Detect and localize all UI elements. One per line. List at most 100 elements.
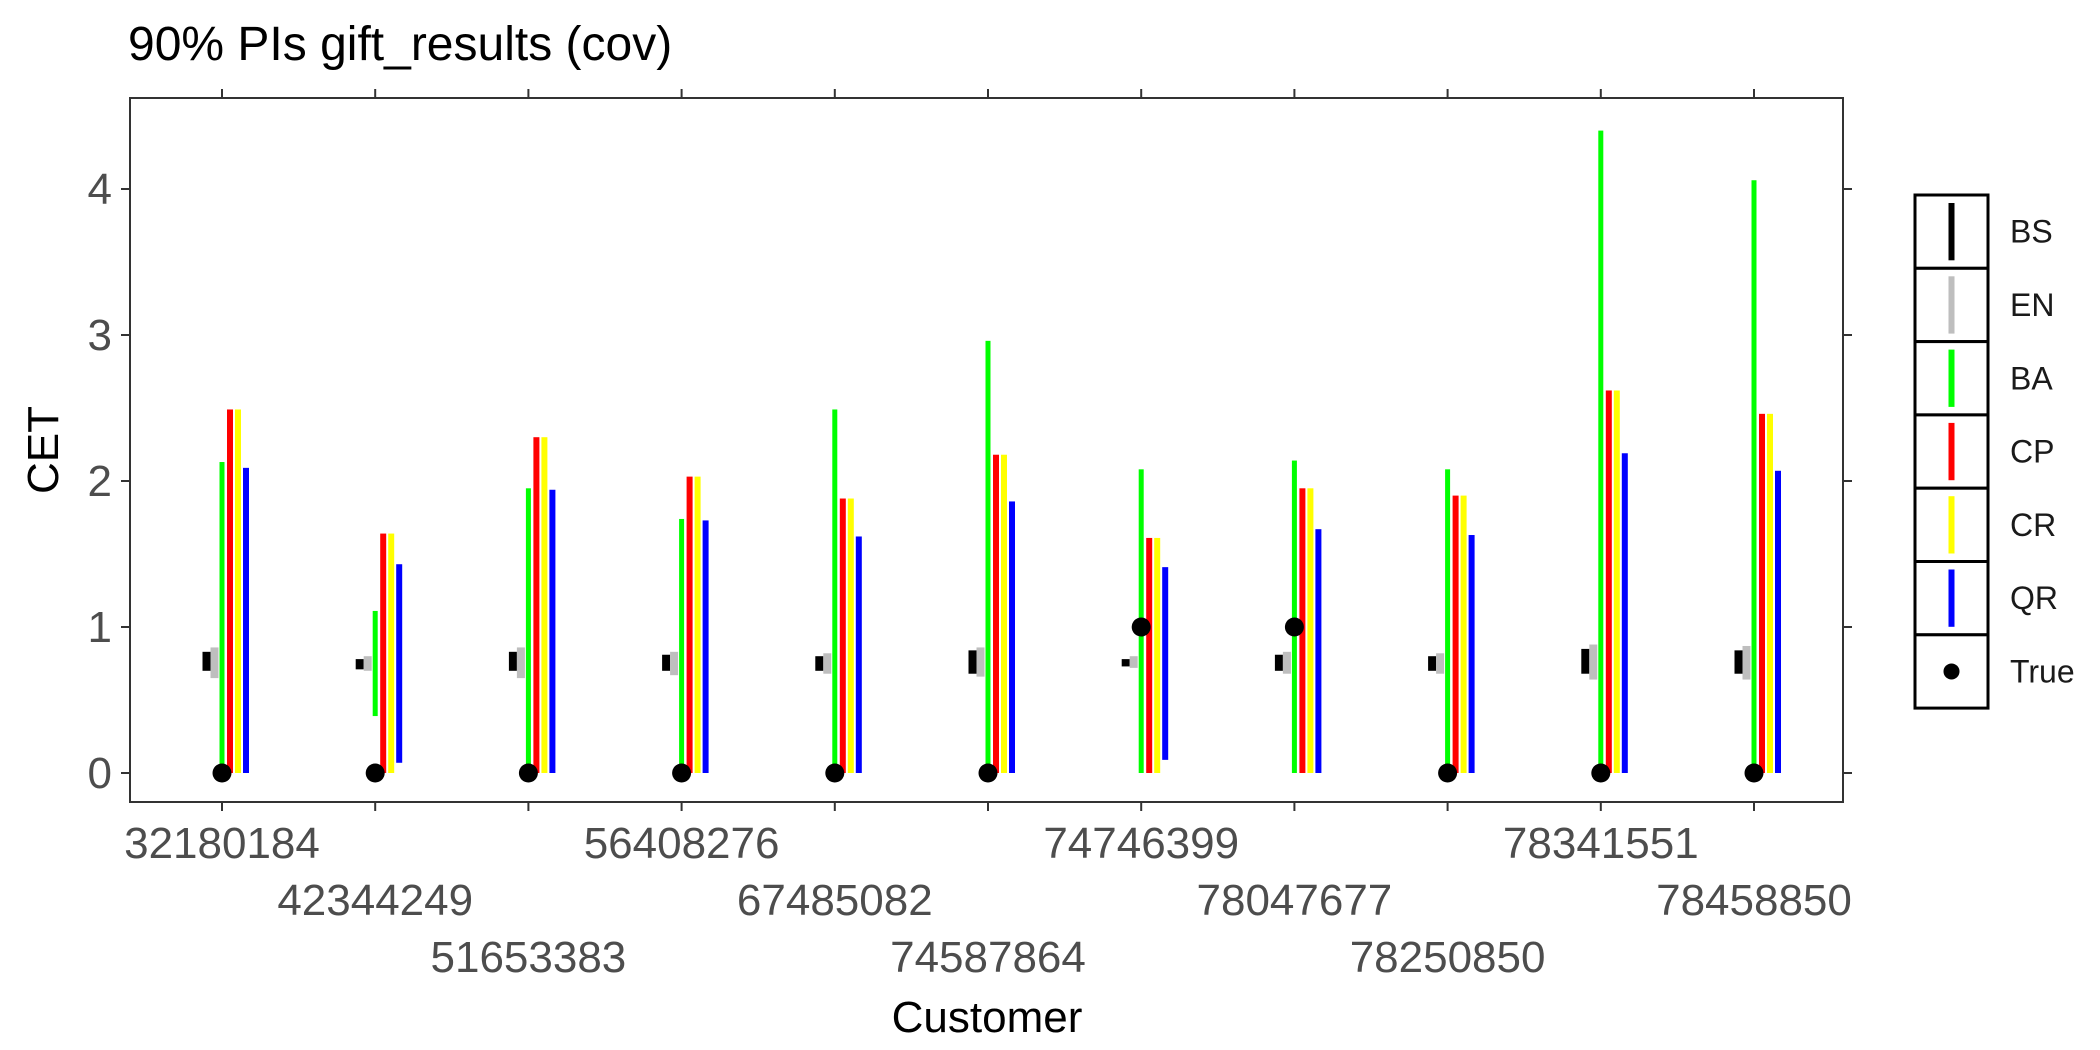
legend-label: BS [2010, 214, 2053, 250]
x-tick-label: 78047677 [1197, 876, 1393, 925]
interval-en [210, 647, 219, 679]
legend-label: QR [2010, 580, 2058, 616]
interval-ba [372, 610, 378, 717]
interval-cp [533, 437, 540, 773]
y-tick-label: 1 [88, 603, 112, 652]
interval-bs [508, 651, 517, 671]
true-point [672, 763, 692, 783]
interval-en [516, 647, 525, 679]
interval-ba [525, 488, 531, 773]
interval-cp [839, 498, 846, 773]
interval-en [823, 653, 832, 674]
true-point [212, 763, 232, 783]
interval-ba [1598, 130, 1604, 774]
legend-swatch-bs [1948, 203, 1955, 261]
interval-en [1282, 651, 1291, 674]
interval-cp [686, 476, 693, 773]
true-point [825, 763, 845, 783]
interval-cp [1759, 413, 1765, 773]
x-tick-label: 56408276 [584, 819, 780, 868]
chart-title: 90% PIs gift_results (cov) [128, 18, 672, 71]
x-tick-label: 42344249 [277, 876, 473, 925]
y-tick-label: 2 [88, 457, 112, 506]
legend-swatch-ba [1948, 349, 1955, 407]
legend-swatch-true [1943, 663, 1960, 680]
legend-label: CR [2010, 507, 2056, 543]
interval-cr [1613, 390, 1620, 773]
y-axis: 0 1 2 3 4 [88, 165, 1852, 798]
interval-ba [1751, 180, 1757, 774]
interval-cr [847, 498, 854, 773]
x-tick-label: 74746399 [1043, 819, 1239, 868]
interval-qr [1315, 529, 1322, 773]
interval-bs [1734, 650, 1743, 674]
true-point [1131, 617, 1151, 637]
interval-bs [662, 654, 671, 671]
x-tick-label: 74587864 [890, 933, 1086, 982]
interval-bs [202, 651, 211, 671]
interval-ba [219, 462, 225, 773]
legend-swatch-cr [1948, 496, 1955, 554]
interval-bs [355, 659, 364, 670]
interval-bs [1428, 656, 1437, 671]
legend: BS EN BA CP CR QR True [1913, 193, 2075, 710]
interval-cr [1460, 495, 1467, 773]
interval-en [363, 656, 372, 671]
y-tick-label: 4 [88, 165, 112, 214]
x-tick-label: 78458850 [1656, 876, 1852, 925]
legend-label: CP [2010, 434, 2054, 470]
interval-bs [815, 656, 824, 671]
legend-swatch-cp [1948, 422, 1955, 481]
interval-en [670, 651, 679, 676]
interval-cr [388, 533, 395, 773]
y-tick-label: 0 [88, 749, 112, 798]
interval-cr [694, 476, 701, 773]
interval-qr [396, 564, 403, 763]
interval-bs [1121, 659, 1130, 667]
interval-qr [549, 489, 556, 773]
legend-swatch-qr [1948, 569, 1955, 627]
true-point [1438, 763, 1458, 783]
interval-bs [968, 650, 977, 674]
interval-qr [1775, 470, 1781, 773]
interval-en [1742, 645, 1751, 680]
x-tick-label: 51653383 [431, 933, 627, 982]
legend-label: EN [2010, 287, 2054, 323]
true-point [1591, 763, 1611, 783]
interval-cp [227, 409, 233, 773]
interval-cr [235, 409, 241, 773]
interval-cr [541, 437, 548, 773]
interval-qr [243, 467, 249, 773]
interval-en [1436, 653, 1445, 674]
interval-cp [1146, 537, 1153, 773]
true-point [978, 763, 998, 783]
interval-cp [1452, 495, 1459, 773]
interval-qr [1468, 535, 1475, 773]
true-point [365, 763, 385, 783]
interval-en [1589, 644, 1598, 680]
x-axis: 32180184 42344249 51653383 56408276 67485082… [124, 89, 1852, 982]
interval-cr [1154, 537, 1161, 773]
interval-cp [993, 454, 999, 773]
interval-ba [832, 409, 838, 773]
y-tick-label: 3 [88, 311, 112, 360]
interval-cr [1767, 413, 1773, 773]
interval-cr [1001, 454, 1007, 773]
legend-swatch-en [1948, 276, 1955, 334]
interval-qr [1621, 453, 1628, 773]
interval-qr [855, 536, 862, 773]
interval-ba [985, 340, 991, 773]
interval-ba [1445, 469, 1451, 773]
interval-cp [1605, 390, 1612, 773]
interval-qr [1162, 567, 1169, 760]
interval-qr [702, 520, 709, 773]
x-tick-label: 78250850 [1350, 933, 1546, 982]
x-tick-label: 67485082 [737, 876, 933, 925]
true-point [1284, 617, 1304, 637]
legend-label: BA [2010, 360, 2053, 396]
interval-ba [1291, 460, 1297, 773]
interval-qr [1009, 501, 1015, 773]
interval-cp [380, 533, 387, 773]
interval-cr [1307, 488, 1314, 773]
